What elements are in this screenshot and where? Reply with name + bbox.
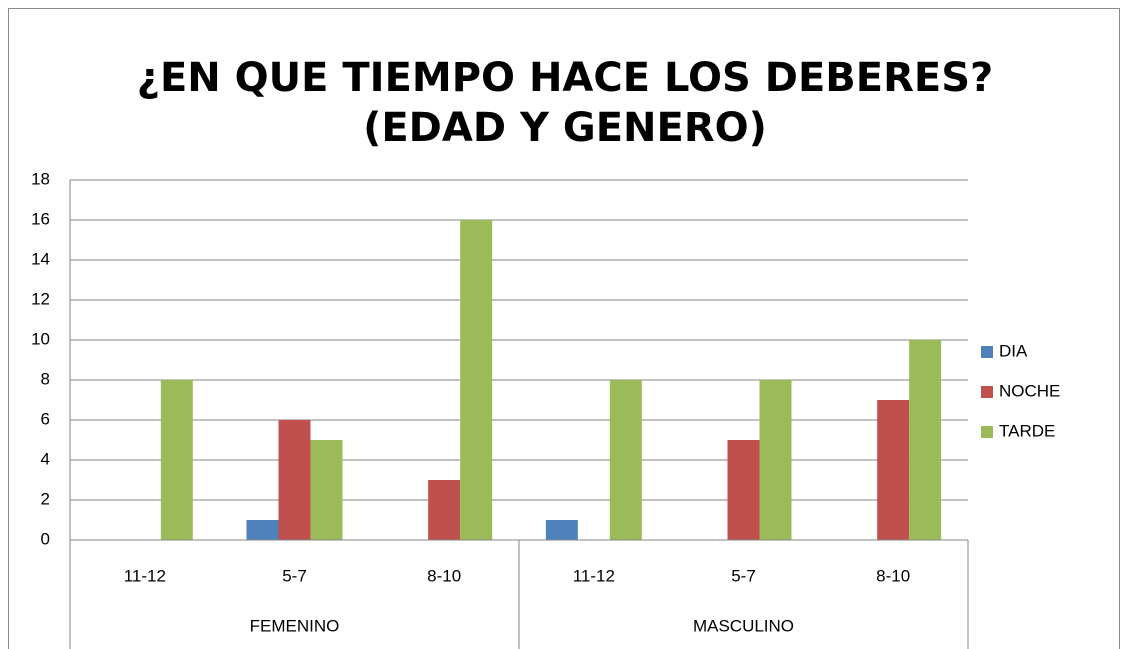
legend-label: TARDE bbox=[999, 421, 1055, 440]
bar bbox=[727, 440, 760, 540]
chart-title: ¿EN QUE TIEMPO HACE LOS DEBERES? bbox=[137, 55, 994, 101]
chart-frame bbox=[8, 8, 1120, 649]
legend-label: NOCHE bbox=[999, 381, 1060, 400]
y-tick-label: 14 bbox=[31, 249, 50, 268]
x-tick-label: 8-10 bbox=[427, 566, 461, 585]
y-tick-label: 6 bbox=[41, 409, 50, 428]
y-tick-label: 10 bbox=[31, 329, 50, 348]
chart-title: (EDAD Y GENERO) bbox=[363, 105, 767, 151]
y-tick-label: 16 bbox=[31, 209, 50, 228]
bar bbox=[460, 220, 493, 540]
x-tick-label: 11-12 bbox=[124, 566, 166, 585]
legend-swatch bbox=[981, 386, 993, 398]
x-group-label: FEMENINO bbox=[250, 616, 340, 635]
x-tick-label: 11-12 bbox=[573, 566, 615, 585]
bar bbox=[909, 340, 942, 540]
x-tick-label: 5-7 bbox=[731, 566, 756, 585]
legend-swatch bbox=[981, 426, 993, 438]
x-group-label: MASCULINO bbox=[693, 616, 794, 635]
y-tick-label: 4 bbox=[41, 449, 50, 468]
bar bbox=[545, 520, 578, 540]
y-tick-label: 8 bbox=[41, 369, 50, 388]
bar bbox=[246, 520, 279, 540]
x-tick-label: 5-7 bbox=[282, 566, 307, 585]
y-tick-label: 2 bbox=[41, 489, 50, 508]
legend-label: DIA bbox=[999, 341, 1028, 360]
y-tick-label: 0 bbox=[41, 529, 50, 548]
bar bbox=[609, 380, 642, 540]
bar bbox=[428, 480, 461, 540]
y-tick-label: 18 bbox=[31, 169, 50, 188]
legend-swatch bbox=[981, 346, 993, 358]
bar bbox=[310, 440, 343, 540]
bar bbox=[160, 380, 193, 540]
bar bbox=[278, 420, 311, 540]
bar bbox=[877, 400, 910, 540]
bar bbox=[759, 380, 792, 540]
x-tick-label: 8-10 bbox=[876, 566, 910, 585]
y-tick-label: 12 bbox=[31, 289, 50, 308]
